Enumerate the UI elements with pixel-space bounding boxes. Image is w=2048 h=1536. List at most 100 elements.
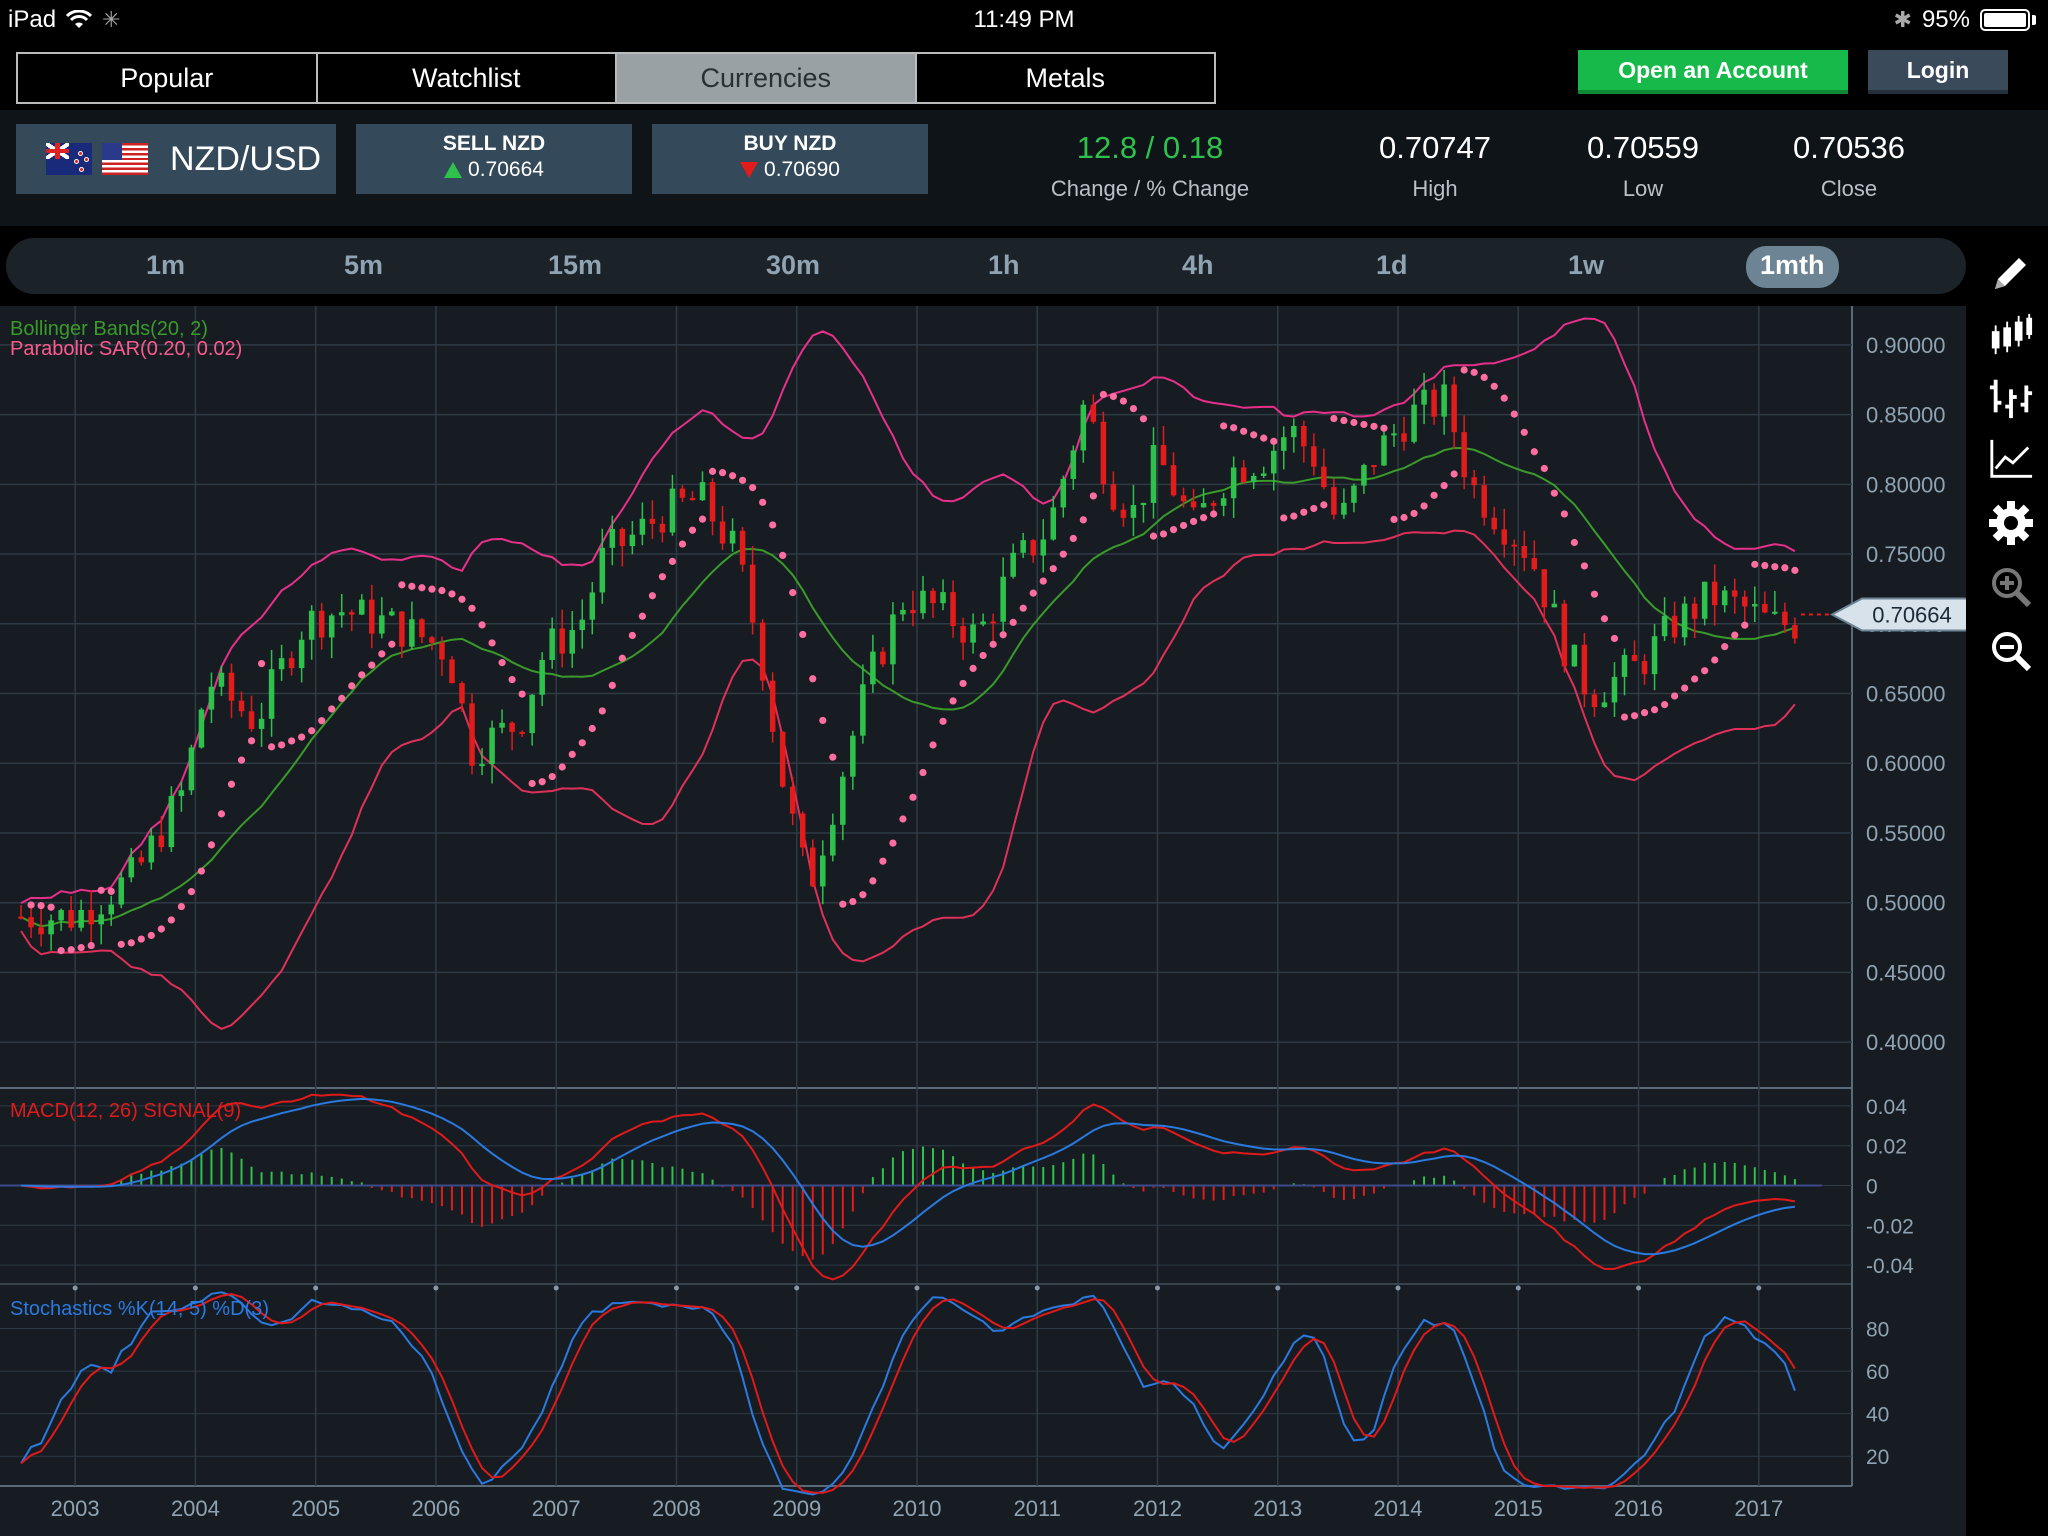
sar-dot — [909, 793, 917, 801]
sar-dot — [789, 588, 797, 597]
candle-body — [960, 626, 966, 643]
candle-body — [900, 609, 906, 615]
instrument-selector[interactable]: NZD/USD — [16, 124, 336, 194]
timeframe-1h[interactable]: 1h — [988, 250, 1020, 280]
change-value: 12.8 / 0.18 — [1076, 130, 1224, 165]
sar-dot — [197, 867, 206, 875]
stochastic-tick-label: 80 — [1866, 1319, 1889, 1342]
year-label: 2011 — [1014, 1496, 1061, 1521]
tab-metals[interactable]: Metals — [1025, 62, 1106, 93]
sar-dot — [298, 733, 306, 741]
sar-dot — [1640, 709, 1649, 717]
sell-button[interactable]: SELL NZD 0.70664 — [356, 124, 632, 194]
candle-body — [1381, 435, 1387, 466]
sar-dot — [1109, 392, 1117, 401]
nz-flag-icon — [46, 143, 92, 175]
candle-body — [88, 909, 94, 925]
candle-body — [1411, 404, 1417, 442]
sar-dot — [177, 902, 185, 911]
sar-dot — [718, 469, 727, 477]
timeframe-30m[interactable]: 30m — [766, 250, 821, 280]
sar-dot — [1119, 397, 1128, 405]
chart-tools — [1970, 238, 2048, 1536]
bar-style-icon[interactable] — [1988, 374, 2034, 420]
candle-body — [1491, 517, 1497, 530]
candle-body — [1230, 467, 1237, 499]
candle-body — [419, 619, 425, 638]
tab-watchlist[interactable]: Watchlist — [318, 54, 617, 102]
sar-dot — [318, 717, 326, 725]
gear-icon[interactable] — [1988, 500, 2034, 546]
panel-handle-dot — [72, 1285, 78, 1291]
timeframe-1w[interactable]: 1w — [1568, 250, 1605, 280]
sar-dot — [1250, 431, 1258, 439]
candle-body — [58, 910, 64, 921]
zoom-in-icon[interactable] — [1988, 564, 2034, 610]
candle-body — [1401, 433, 1407, 442]
candle-body — [1371, 465, 1377, 468]
bollinger-middle-line — [20, 446, 1796, 928]
chart-area[interactable]: 2003 2004 2005 2006 2007 2008 2009 2010 2011 2012… — [0, 306, 1966, 1536]
candle-body — [298, 639, 305, 669]
sar-dot — [1731, 631, 1739, 639]
sar-dot — [588, 724, 596, 733]
price-chart-svg[interactable]: 2003 2004 2005 2006 2007 2008 2009 2010 2011 2012… — [0, 306, 1966, 1536]
sar-dot — [1290, 512, 1298, 520]
sar-dot — [1450, 470, 1458, 478]
sar-dot — [1079, 516, 1087, 524]
panel-handle-dot — [914, 1285, 920, 1291]
sar-dot — [1240, 427, 1248, 435]
candle-body — [1721, 590, 1728, 606]
candle-body — [970, 624, 976, 643]
candlestick-icon[interactable] — [1988, 312, 2034, 358]
price-tick-label: 0.80000 — [1866, 472, 1946, 497]
sar-dot — [1270, 437, 1278, 445]
login-button[interactable]: Login — [1868, 50, 2008, 94]
timeframe-1d[interactable]: 1d — [1376, 250, 1408, 280]
tab-popular[interactable]: Popular — [18, 54, 318, 102]
sar-dot — [328, 705, 336, 713]
price-tick-label: 0.50000 — [1866, 891, 1946, 916]
zoom-out-icon[interactable] — [1988, 628, 2034, 674]
candle-body — [108, 904, 114, 915]
candle-body — [1421, 389, 1427, 405]
price-tick-label: 0.85000 — [1866, 403, 1946, 428]
candle-body — [1591, 694, 1598, 708]
timeframe-5m[interactable]: 5m — [344, 250, 384, 280]
sar-dot — [288, 737, 296, 745]
candle-body — [1130, 505, 1137, 518]
last-price-tag — [1829, 597, 1966, 632]
stochastic-d-line — [20, 1292, 1796, 1494]
price-tick-label: 0.65000 — [1866, 682, 1946, 707]
candle-body — [1160, 445, 1167, 466]
timeframe-15m[interactable]: 15m — [548, 250, 603, 280]
timeframe-1m[interactable]: 1m — [146, 250, 186, 280]
candle-body — [1782, 611, 1788, 626]
panel-handle-dot — [1275, 1285, 1281, 1291]
timeframe-4h[interactable]: 4h — [1182, 250, 1214, 280]
sar-dot — [478, 621, 486, 629]
sar-dot — [468, 604, 476, 612]
line-chart-icon[interactable] — [1988, 436, 2034, 482]
sar-dot — [1600, 615, 1609, 623]
buy-button[interactable]: BUY NZD 0.70690 — [652, 124, 928, 194]
sar-dot — [889, 839, 897, 847]
candle-body — [328, 615, 335, 638]
price-tick-label: 0.60000 — [1866, 751, 1946, 776]
sar-dot — [779, 551, 787, 559]
candle-body — [1762, 604, 1768, 613]
candle-body — [1270, 450, 1277, 474]
candle-body — [1691, 603, 1698, 619]
tab-currencies[interactable]: Currencies — [617, 54, 917, 102]
timeframe-1mth[interactable]: 1mth — [1746, 246, 1839, 288]
year-label: 2014 — [1374, 1496, 1423, 1521]
open-account-button[interactable]: Open an Account — [1578, 50, 1848, 94]
sar-dot — [759, 498, 767, 506]
candle-body — [729, 530, 736, 544]
year-label: 2006 — [411, 1496, 460, 1521]
candle-body — [1441, 384, 1447, 417]
candle-body — [789, 786, 796, 814]
sar-dot — [1220, 422, 1228, 430]
pencil-icon[interactable] — [1988, 250, 2034, 296]
candle-body — [1611, 676, 1618, 703]
